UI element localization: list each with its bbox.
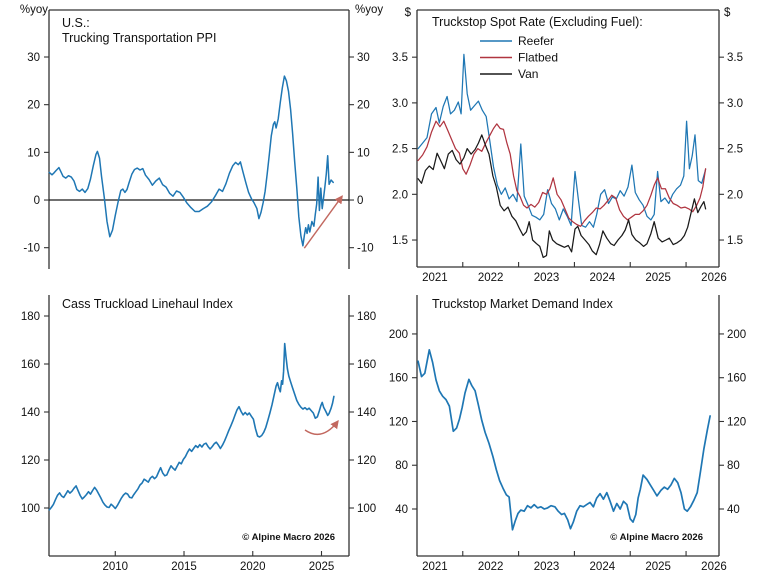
spot-ytick-label-left: 1.5 — [392, 235, 408, 247]
spot-ytick-label-right: 2.5 — [727, 144, 743, 156]
spot-xtick-label: 2026 — [701, 272, 727, 284]
spot-series-van-line — [417, 134, 707, 259]
spot-series-reefer-line — [417, 53, 707, 228]
ppi-ytick-label-right: -10 — [357, 243, 374, 255]
spot-series-flatbed-line — [417, 120, 707, 227]
spot-ytick-label-left: 2.0 — [392, 189, 408, 201]
ppi-ytick-label-left: 30 — [27, 52, 40, 64]
spot-ytick-label-right: 3.5 — [727, 52, 743, 64]
ppi-ytick-label-right: 10 — [357, 147, 370, 159]
ppi-axis-unit-left: %yoy — [20, 4, 48, 16]
spot-xtick-label: 2023 — [534, 272, 560, 284]
ppi-ytick-label-left: 20 — [27, 100, 40, 112]
cass-copyright-watermark: © Alpine Macro 2026 — [242, 532, 335, 543]
demand-series-truckstop-market-demand-index-line — [417, 348, 711, 531]
demand-copyright-watermark: © Alpine Macro 2026 — [610, 532, 703, 543]
demand-ytick-label-left: 200 — [389, 329, 408, 341]
spot-xtick-label: 2021 — [422, 272, 448, 284]
ppi-ytick-label-right: 30 — [357, 52, 370, 64]
cass-trend-arrow — [304, 419, 339, 436]
demand-ytick-label-left: 40 — [395, 504, 408, 516]
cass-ytick-label-right: 100 — [357, 503, 376, 515]
chart-demand-index: 40 40 80 80 120 120 160 160 200 200 2021 2022 2023 20… — [389, 295, 746, 573]
demand-xtick-label: 2025 — [645, 561, 671, 573]
spot-xtick-label: 2025 — [645, 272, 671, 284]
legend-label-van: Van — [518, 67, 538, 81]
ppi-ytick-label-right: 0 — [357, 195, 363, 207]
cass-xtick-label: 2015 — [171, 561, 197, 573]
chart-spot-rate: 1.5 1.5 2.0 2.0 2.5 2.5 3.0 3.0 3.5 3.5 2021 2022 20… — [392, 9, 743, 284]
ppi-ytick-label-left: 0 — [34, 195, 40, 207]
cass-ytick-label-left: 100 — [21, 503, 40, 515]
cass-ytick-label-left: 160 — [21, 359, 40, 371]
spot-ytick-label-left: 3.5 — [392, 52, 408, 64]
ppi-ytick-label-right: 20 — [357, 100, 370, 112]
legend-label-reefer: Reefer — [518, 34, 554, 48]
demand-xtick-label: 2021 — [422, 561, 448, 573]
cass-ytick-label-right: 120 — [357, 455, 376, 467]
demand-ytick-label-right: 40 — [727, 504, 740, 516]
ppi-series-trucking-transportation-ppi-line — [48, 75, 334, 247]
demand-xtick-label: 2022 — [478, 561, 504, 573]
demand-ytick-label-left: 120 — [389, 416, 408, 428]
spot-ytick-label-right: 1.5 — [727, 235, 743, 247]
ppi-ytick-label-left: 10 — [27, 147, 40, 159]
demand-ytick-label-right: 80 — [727, 460, 740, 472]
cass-xtick-label: 2020 — [240, 561, 266, 573]
cass-xtick-label: 2025 — [309, 561, 335, 573]
cass-ytick-label-right: 140 — [357, 407, 376, 419]
demand-xtick-label: 2026 — [701, 561, 727, 573]
spot-ytick-label-left: 3.0 — [392, 98, 408, 110]
demand-ytick-label-left: 160 — [389, 373, 408, 385]
cass-ytick-label-right: 160 — [357, 359, 376, 371]
cass-series-cass-truckload-linehaul-index-line — [48, 342, 335, 511]
chart-ppi: -10 -10 0 0 10 10 20 20 30 30 — [23, 9, 374, 269]
spot-legend: Reefer Flatbed Van — [480, 34, 558, 81]
chart-cass-index: 100 100 120 120 140 140 160 160 180 180 2010 2015 20… — [21, 295, 376, 573]
spot-axis-unit-left: $ — [405, 7, 412, 19]
demand-ytick-label-right: 200 — [727, 329, 746, 341]
legend-label-flatbed: Flatbed — [518, 51, 558, 65]
demand-title: Truckstop Market Demand Index — [432, 297, 614, 311]
cass-ytick-label-left: 120 — [21, 455, 40, 467]
ppi-trend-arrow — [303, 195, 343, 249]
demand-ytick-label-right: 160 — [727, 373, 746, 385]
spot-title: Truckstop Spot Rate (Excluding Fuel): — [432, 15, 643, 29]
spot-ytick-label-right: 3.0 — [727, 98, 743, 110]
demand-xtick-label: 2024 — [590, 561, 616, 573]
demand-ytick-label-left: 80 — [395, 460, 408, 472]
cass-title: Cass Truckload Linehaul Index — [62, 297, 234, 311]
cass-xtick-label: 2010 — [102, 561, 128, 573]
demand-xtick-label: 2023 — [534, 561, 560, 573]
spot-ytick-label-right: 2.0 — [727, 189, 743, 201]
ppi-ytick-label-left: -10 — [23, 243, 40, 255]
spot-axis-unit-right: $ — [724, 7, 731, 19]
cass-ytick-label-left: 180 — [21, 311, 40, 323]
spot-xtick-label: 2024 — [590, 272, 616, 284]
spot-xtick-label: 2022 — [478, 272, 504, 284]
cass-ytick-label-left: 140 — [21, 407, 40, 419]
ppi-axis-unit-right: %yoy — [355, 4, 383, 16]
ppi-title-line2: Trucking Transportation PPI — [62, 31, 216, 45]
demand-ytick-label-right: 120 — [727, 416, 746, 428]
cass-ytick-label-right: 180 — [357, 311, 376, 323]
spot-ytick-label-left: 2.5 — [392, 144, 408, 156]
ppi-title-line1: U.S.: — [62, 16, 90, 30]
